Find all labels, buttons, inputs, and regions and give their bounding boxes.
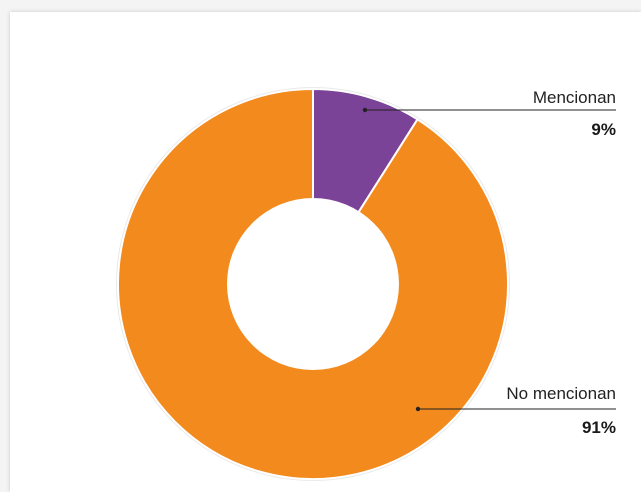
slice-label-no-mencionan: No mencionan (506, 384, 616, 403)
slice-value-no-mencionan: 91% (582, 418, 616, 437)
slice-label-mencionan: Mencionan (533, 88, 616, 107)
slice-value-mencionan: 9% (591, 120, 616, 139)
donut-hole (227, 198, 399, 370)
callouts-group: Mencionan 9% No mencionan 91% (362, 88, 616, 437)
